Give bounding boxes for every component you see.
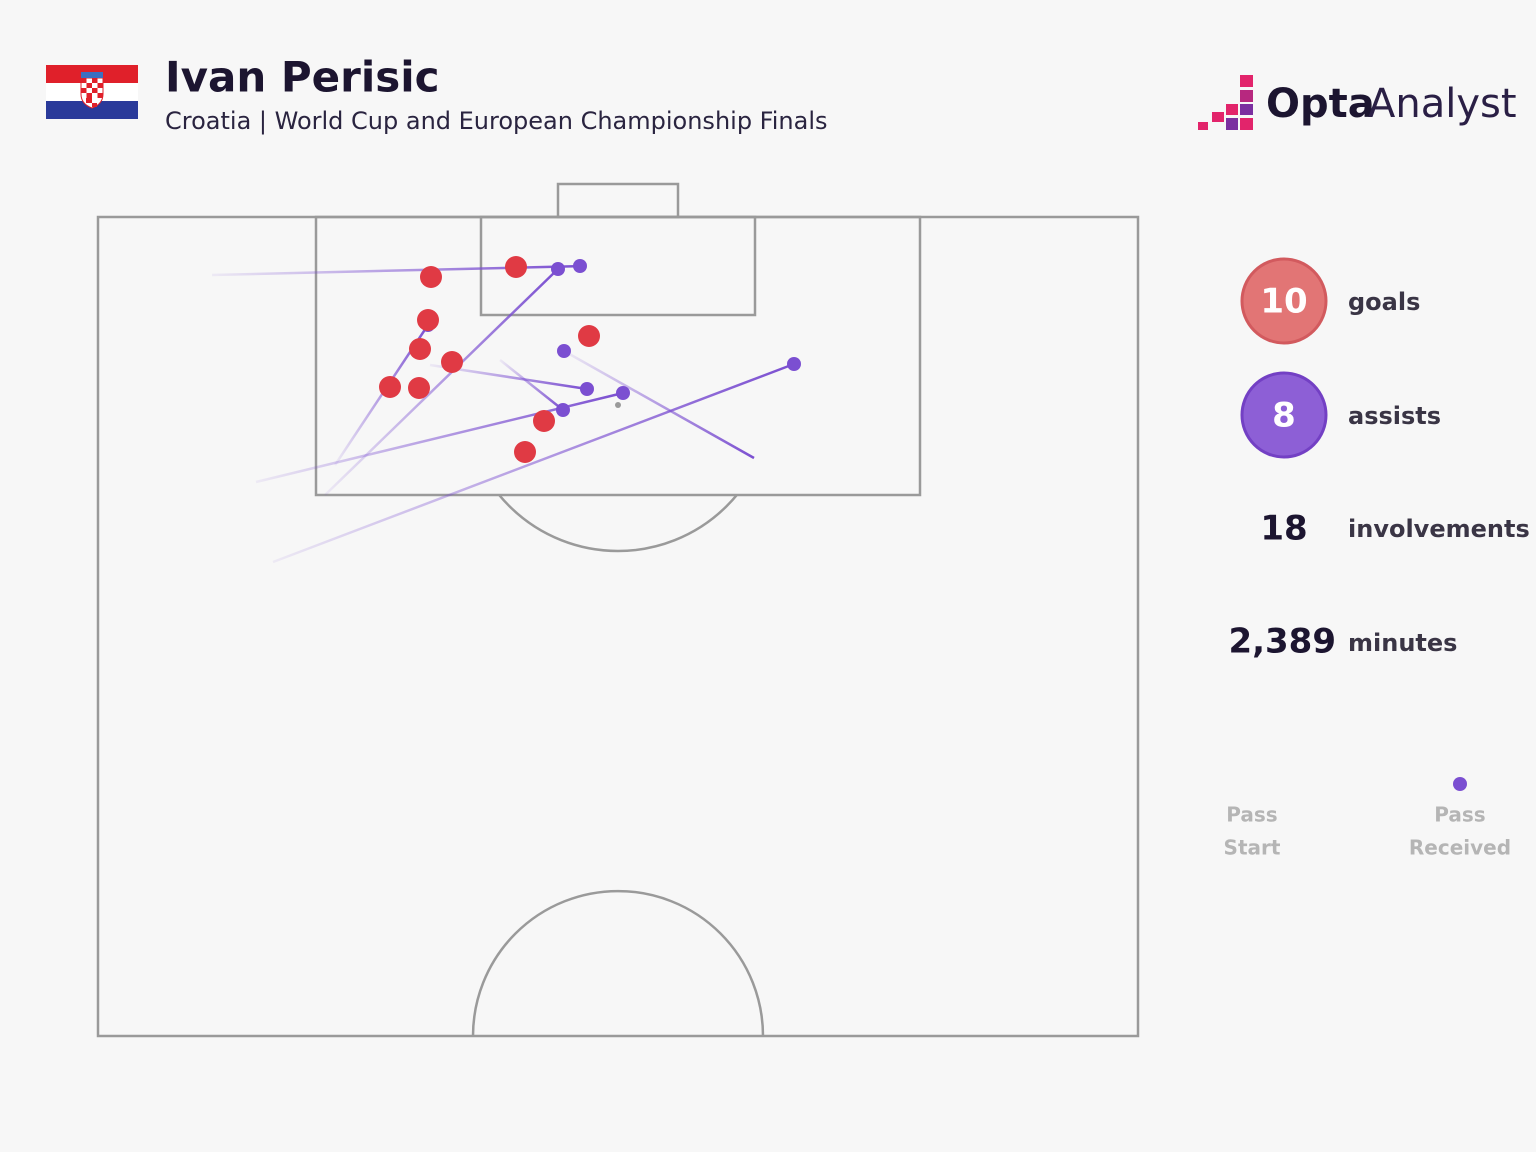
stats: 10 goals 8 assists 18 involvements 2,389…: [1228, 282, 1529, 662]
goals-badge: [1240, 257, 1328, 345]
logo-icon: [1198, 75, 1253, 130]
logo-brand: Opta: [1266, 81, 1375, 127]
stat-value: 8: [1272, 396, 1296, 436]
subtitle: Croatia | World Cup and European Champio…: [165, 107, 828, 135]
goals: [379, 256, 600, 463]
stat-label: assists: [1348, 402, 1441, 430]
logo-product: Analyst: [1368, 81, 1517, 127]
stat-value: 18: [1260, 509, 1307, 549]
legend-label: Received: [1409, 836, 1511, 860]
legend-dot: [1453, 777, 1467, 791]
legend-label: Pass: [1226, 803, 1277, 827]
pass: [563, 349, 755, 460]
stat-label: goals: [1348, 288, 1420, 316]
stat-label: involvements: [1348, 515, 1530, 543]
title: Ivan Perisic: [165, 53, 440, 102]
flag: [46, 65, 138, 119]
legend-label: Pass: [1434, 803, 1485, 827]
pass: [499, 359, 564, 411]
pass: [272, 362, 795, 564]
pass: [324, 268, 559, 496]
stat-label: minutes: [1348, 629, 1457, 657]
legend: Pass Start Pass Received: [1224, 803, 1512, 860]
stat-value: 10: [1260, 282, 1307, 322]
assists-badge: [1240, 371, 1328, 459]
legend-label: Start: [1224, 836, 1281, 860]
pitch: [96, 182, 1140, 1038]
stat-value: 2,389: [1228, 622, 1336, 662]
